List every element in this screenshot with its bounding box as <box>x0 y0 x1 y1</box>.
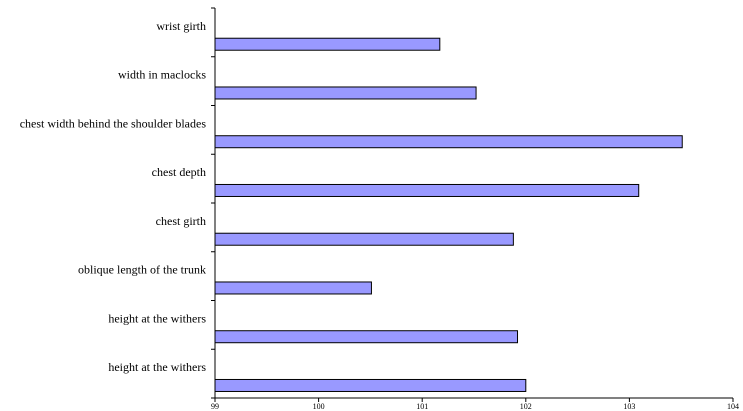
x-tick-label: 104 <box>727 402 739 411</box>
category-label: chest depth <box>152 165 206 179</box>
category-label: height at the withers <box>108 360 206 374</box>
x-axis-ticks: 99 100 101 102 103 104 <box>211 398 739 411</box>
x-tick-label: 102 <box>520 402 532 411</box>
category-label: oblique length of the trunk <box>78 263 206 277</box>
category-label: chest girth <box>156 214 206 228</box>
bar <box>214 281 372 295</box>
x-tick-label: 99 <box>211 402 219 411</box>
y-axis-ticks <box>211 7 215 399</box>
x-tick-label: 103 <box>623 402 635 411</box>
category-labels: wrist girth width in maclocks chest width … <box>20 19 207 374</box>
bars <box>214 37 683 392</box>
x-tick-label: 101 <box>416 402 428 411</box>
category-label: height at the withers <box>108 311 206 325</box>
bar <box>214 37 441 51</box>
bar <box>214 232 514 246</box>
bar <box>214 378 527 392</box>
bar <box>214 135 683 149</box>
category-label: wrist girth <box>156 19 206 33</box>
x-tick-label: 100 <box>313 402 325 411</box>
category-label: chest width behind the shoulder blades <box>20 116 207 130</box>
bar <box>214 86 477 100</box>
bar <box>214 330 519 344</box>
bar <box>214 183 640 197</box>
category-label: width in maclocks <box>118 68 206 82</box>
